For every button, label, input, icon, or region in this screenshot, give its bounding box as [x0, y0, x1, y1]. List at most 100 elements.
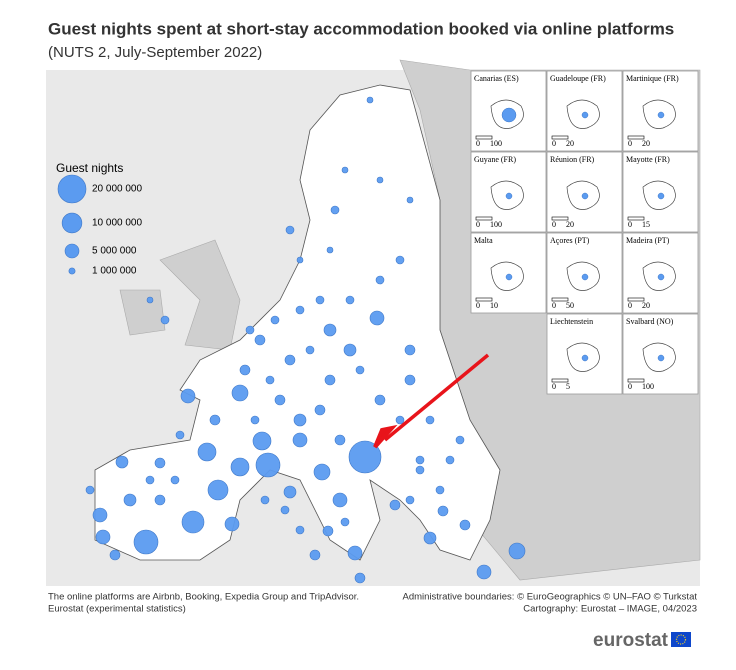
inset-label: Açores (PT) — [550, 236, 590, 245]
scale-label: 0 — [476, 220, 480, 229]
bubble — [284, 354, 296, 366]
inset-label: Malta — [474, 236, 493, 245]
legend-label: 20 000 000 — [92, 184, 142, 195]
scale-label: 0 — [628, 382, 632, 391]
legend-circle — [57, 174, 87, 204]
bubble — [265, 375, 275, 385]
subtitle: (NUTS 2, July-September 2022) — [48, 44, 262, 61]
bubble — [274, 394, 286, 406]
scale-label: 0 — [552, 301, 556, 310]
footnote: Cartography: Eurostat – IMAGE, 04/2023 — [523, 604, 697, 615]
inset-bubble — [581, 111, 589, 119]
bubble — [95, 529, 111, 545]
inset-label: Madeira (PT) — [626, 236, 670, 245]
scale-label: 100 — [490, 220, 502, 229]
bubble — [231, 384, 249, 402]
logo-text: eurostat — [593, 630, 669, 651]
scale-label: 0 — [552, 139, 556, 148]
bubble — [404, 374, 416, 386]
scale-label: 0 — [628, 301, 632, 310]
bubble — [295, 525, 305, 535]
scale-bar — [475, 297, 493, 302]
bubble — [355, 365, 365, 375]
bubble — [314, 404, 326, 416]
bubble — [395, 255, 405, 265]
scale-label: 15 — [642, 220, 650, 229]
bubble — [347, 545, 363, 561]
inset-bubble — [505, 192, 513, 200]
inset-label: Réunion (FR) — [550, 155, 595, 164]
scale-label: 20 — [642, 139, 650, 148]
footnote: The online platforms are Airbnb, Booking… — [48, 592, 359, 603]
bubble — [374, 394, 386, 406]
inset-label: Martinique (FR) — [626, 74, 679, 83]
bubble — [348, 440, 382, 474]
scale-bar — [475, 216, 493, 221]
bubble — [252, 431, 272, 451]
scale-bar — [627, 378, 645, 383]
eu-land — [94, 84, 501, 561]
eu-stars — [675, 634, 687, 645]
eu-flag — [671, 632, 691, 647]
bubble — [405, 495, 415, 505]
bubble — [437, 505, 449, 517]
bubble — [455, 435, 465, 445]
bubble — [175, 430, 185, 440]
insets: Canarias (ES) 0 100 Guadeloupe (FR) 0 20 Marti… — [470, 70, 699, 395]
scale-bar — [551, 297, 569, 302]
bubble — [445, 455, 455, 465]
bubble — [154, 494, 166, 506]
scale-label: 0 — [476, 139, 480, 148]
bubble — [341, 166, 349, 174]
bubble — [313, 463, 331, 481]
bubble — [376, 176, 384, 184]
footnote: Eurostat (experimental statistics) — [48, 604, 186, 615]
bubble — [332, 492, 348, 508]
inset-label: Guadeloupe (FR) — [550, 74, 606, 83]
scale-bar — [627, 216, 645, 221]
bubble — [322, 525, 334, 537]
bubble — [326, 246, 334, 254]
bubble — [423, 531, 437, 545]
legend-label: 5 000 000 — [92, 246, 137, 257]
bubble — [260, 495, 270, 505]
bubble — [415, 465, 425, 475]
bubble — [459, 519, 471, 531]
inset-label: Canarias (ES) — [474, 74, 519, 83]
bubble — [170, 475, 180, 485]
scale-label: 100 — [642, 382, 654, 391]
bubble — [293, 413, 307, 427]
bubble — [115, 455, 129, 469]
bubble — [250, 415, 260, 425]
bubble — [283, 485, 297, 499]
inset-bubble — [657, 192, 665, 200]
bubble — [197, 442, 217, 462]
inset-label: Mayotte (FR) — [626, 155, 670, 164]
bubble — [435, 485, 445, 495]
bubble — [389, 499, 401, 511]
bubble — [254, 334, 266, 346]
bubble — [280, 505, 290, 515]
scale-label: 0 — [628, 139, 632, 148]
bubble — [406, 196, 414, 204]
inset-bubble — [657, 111, 665, 119]
bubble — [340, 517, 350, 527]
bubble — [296, 256, 304, 264]
bubble — [295, 305, 305, 315]
scale-label: 0 — [552, 220, 556, 229]
scale-bar — [475, 135, 493, 140]
bubble — [305, 345, 315, 355]
bubble — [154, 457, 166, 469]
arrow — [383, 353, 490, 442]
bubble — [255, 452, 281, 478]
bubble — [476, 564, 492, 580]
bubble — [160, 315, 170, 325]
inset-bubble — [581, 273, 589, 281]
inset-bubble — [657, 273, 665, 281]
bubble — [508, 542, 526, 560]
inset-bubble — [505, 273, 513, 281]
bubble — [145, 475, 155, 485]
inset-label: Liechtenstein — [550, 317, 593, 326]
bubble — [230, 457, 250, 477]
